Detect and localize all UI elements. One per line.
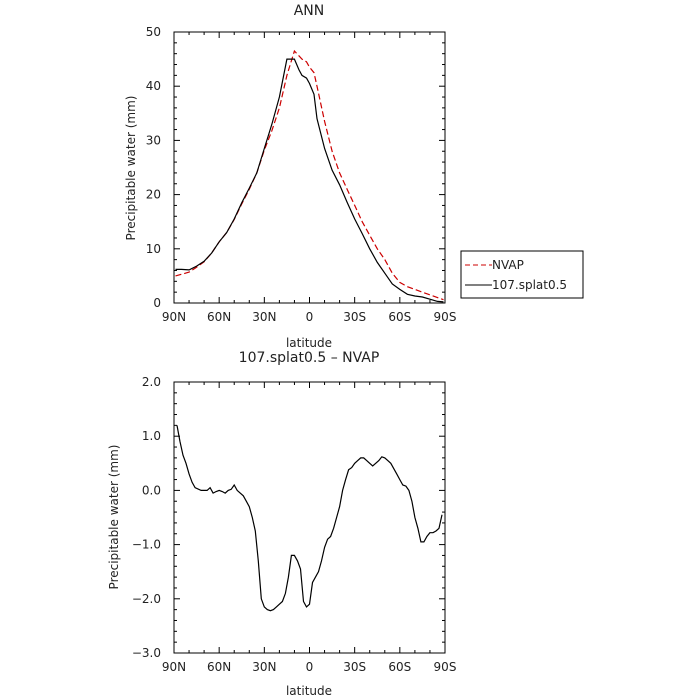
legend-box [460,250,584,299]
top-chart-title: ANN [294,3,325,19]
bottom-y-tick-label: −2.0 [132,592,161,606]
top-x-tick-label: 30S [343,310,366,324]
top-plot-frame [173,31,446,304]
top-series-line-0 [175,49,444,301]
top-x-tick-label: 90S [434,310,457,324]
top-x-tick-label: 0 [306,310,314,324]
top-x-tick-label: 60S [388,310,411,324]
bottom-y-tick-label: 1.0 [142,429,161,443]
top-y-tick-label: 30 [146,133,161,147]
top-y-tick-label: 0 [153,296,161,310]
top-chart-axes: 90N 60N 30N 0 30S 60S 90S 0 10 20 30 40 50 [146,25,457,324]
top-y-tick-label: 10 [146,242,161,256]
top-y-axis-title: Precipitable water (mm) [124,96,138,241]
bottom-y-tick-label: −3.0 [132,646,161,660]
top-chart-series [175,49,444,303]
bottom-x-tick-label: 30S [343,660,366,674]
bottom-chart-axes: 90N 60N 30N 0 30S 60S 90S −3.0 −2.0 −1.0 0.0 1.0 2.0 [132,375,457,674]
bottom-x-tick-label: 60S [388,660,411,674]
bottom-y-tick-label: −1.0 [132,538,161,552]
bottom-x-tick-label: 0 [306,660,314,674]
bottom-chart-title: 107.splat0.5 – NVAP [239,350,380,366]
top-chart-legend: NVAP 107.splat0.5 [460,250,584,299]
top-x-tick-label: 60N [207,310,231,324]
top-y-tick-label: 50 [146,25,161,39]
top-x-axis-title: latitude [286,336,332,350]
bottom-x-axis-title: latitude [286,684,332,698]
top-series-line-1 [175,58,444,303]
bottom-y-tick-label: 0.0 [142,483,161,497]
bottom-series-line-0 [176,425,443,612]
bottom-chart-series [176,425,443,612]
bottom-y-tick-label: 2.0 [142,375,161,389]
legend-label-nvap: NVAP [492,258,524,272]
bottom-x-tick-label: 90N [162,660,186,674]
bottom-y-axis-title: Precipitable water (mm) [107,445,121,590]
bottom-x-tick-label: 60N [207,660,231,674]
bottom-x-tick-label: 90S [434,660,457,674]
top-y-tick-label: 40 [146,79,161,93]
bottom-x-tick-label: 30N [252,660,276,674]
top-x-tick-label: 90N [162,310,186,324]
bottom-plot-frame [173,381,446,654]
top-y-tick-label: 20 [146,188,161,202]
top-x-tick-label: 30N [252,310,276,324]
legend-label-107-splat: 107.splat0.5 [492,278,567,292]
